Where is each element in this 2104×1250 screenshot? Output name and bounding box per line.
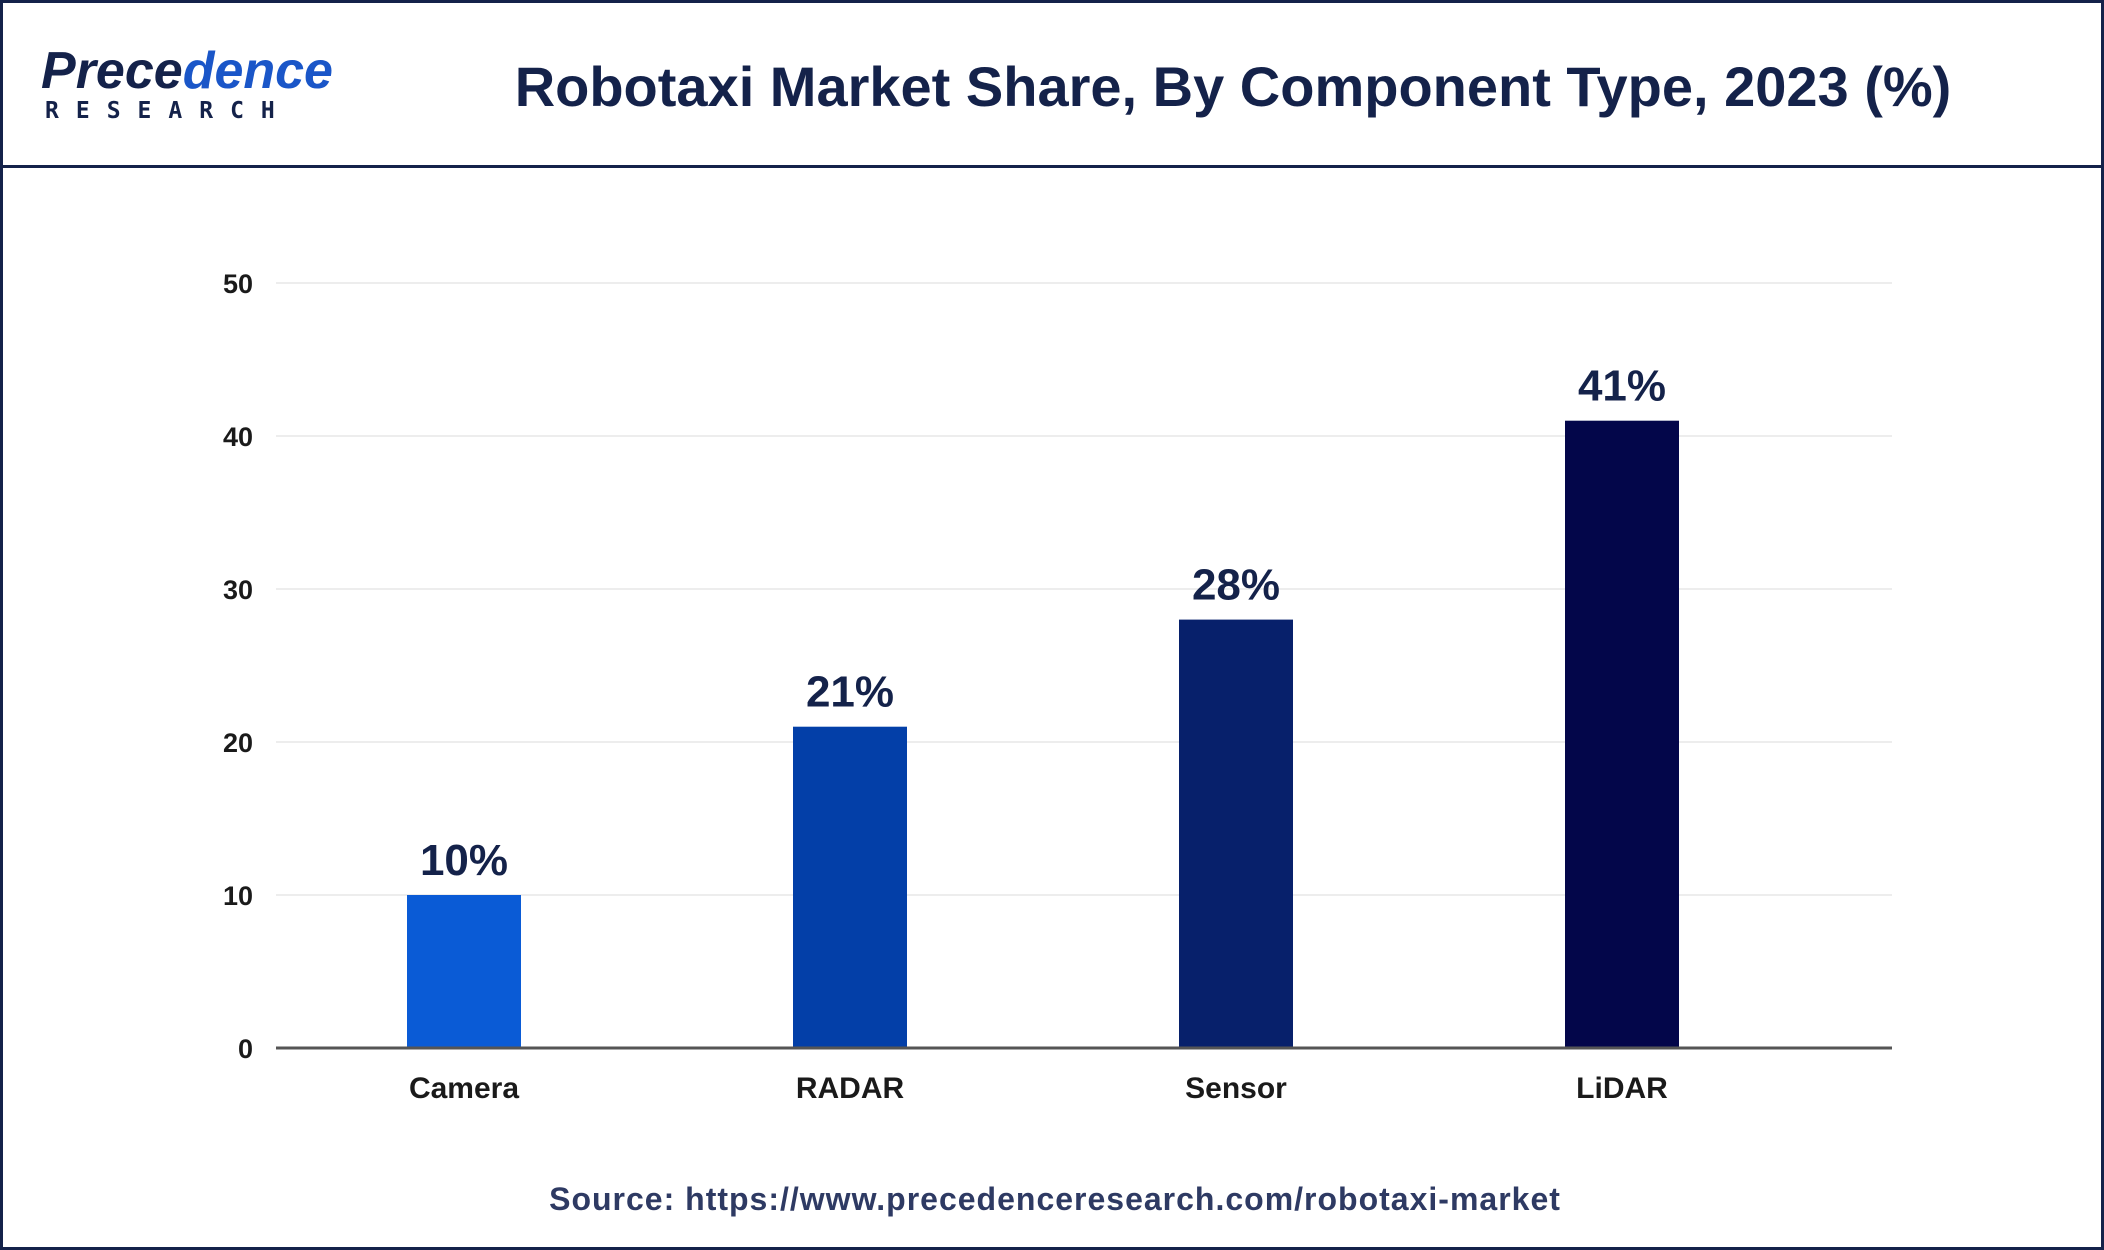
bar-lidar (1565, 420, 1679, 1048)
chart-title: Robotaxi Market Share, By Component Type… (514, 55, 1952, 118)
category-label-sensor: Sensor (1185, 1072, 1287, 1105)
category-label-camera: Camera (409, 1072, 519, 1105)
data-label-sensor: 28% (1192, 561, 1280, 610)
data-label-radar: 21% (806, 668, 894, 717)
bars (407, 420, 1679, 1048)
y-tick-label: 10 (223, 881, 253, 911)
y-tick-label: 20 (223, 728, 253, 758)
y-tick-label: 0 (238, 1034, 253, 1064)
y-tick-label: 30 (223, 575, 253, 605)
precedence-research-logo: Precedence RESEARCH (41, 41, 341, 131)
data-label-lidar: 41% (1578, 362, 1666, 411)
bar-camera (407, 895, 521, 1048)
y-tick-label: 40 (223, 422, 253, 452)
logo-wordmark: Precedence (41, 41, 333, 101)
x-axis-categories: Camera RADAR Sensor LiDAR (409, 1072, 1668, 1105)
logo-initial: P (41, 42, 76, 100)
header-bar: Precedence RESEARCH Robotaxi Market Shar… (3, 3, 2101, 168)
logo-word-accent: dence (182, 42, 333, 100)
y-tick-label: 50 (223, 269, 253, 299)
bar-radar (793, 726, 907, 1048)
bar-sensor (1179, 619, 1293, 1048)
y-axis-ticks: 0 10 20 30 40 50 (223, 269, 253, 1064)
logo-subtitle: RESEARCH (45, 98, 292, 124)
bar-chart: 0 10 20 30 40 50 10% 21% 28% 41% Camera RADAR Sens… (223, 269, 1892, 1105)
source-note: Source: https://www.precedenceresearch.c… (549, 1181, 1561, 1217)
data-label-camera: 10% (420, 836, 508, 885)
logo-word-dark: rece (75, 42, 183, 100)
category-label-radar: RADAR (796, 1072, 905, 1105)
data-labels: 10% 21% 28% 41% (420, 362, 1666, 885)
category-label-lidar: LiDAR (1576, 1072, 1668, 1105)
